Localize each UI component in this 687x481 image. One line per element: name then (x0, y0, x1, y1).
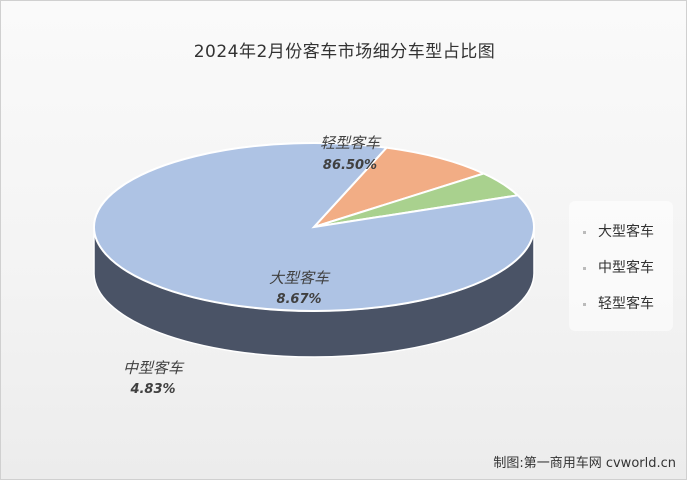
legend-item-0: 大型客车 (583, 221, 654, 241)
slice-0 (310, 146, 487, 230)
legend-marker (583, 302, 586, 306)
slice-label-2: 轻型客车 (320, 134, 382, 152)
slice-2 (93, 142, 535, 312)
slice-value-2: 86.50% (323, 158, 377, 173)
slice-label-0: 大型客车 (269, 269, 331, 287)
legend-marker (583, 230, 586, 234)
legend: 大型客车 中型客车 轻型客车 (569, 201, 673, 331)
pie-slices (93, 142, 535, 312)
slice-label-1: 中型客车 (123, 359, 185, 377)
legend-item-1: 中型客车 (583, 257, 654, 277)
slice-value-1: 4.83% (129, 382, 175, 397)
legend-item-2: 轻型客车 (583, 293, 654, 313)
source-note: 制图:第一商用车网 cvworld.cn (493, 456, 676, 471)
legend-marker (583, 266, 586, 270)
chart-title: 2024年2月份客车市场细分车型占比图 (193, 42, 496, 62)
pie-labels: 大型客车 8.67% 中型客车 4.83% 轻型客车 86.50% (123, 134, 382, 397)
slice-value-0: 8.67% (276, 292, 321, 307)
